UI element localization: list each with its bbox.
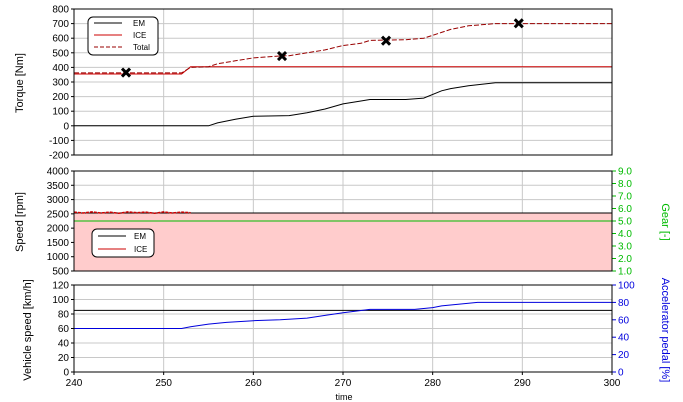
speed-series bbox=[73, 211, 612, 222]
speed-legend: EM ICE bbox=[91, 228, 155, 258]
pedal-axis-label: Accelerator pedal [%] bbox=[659, 278, 671, 383]
y2-tick-label: 40 bbox=[618, 333, 630, 344]
x-tick-label: 260 bbox=[245, 378, 262, 389]
y-tick-label: 1500 bbox=[47, 238, 70, 249]
vehicle-speed-y-ticks: 0 20 40 60 80 100 120 bbox=[52, 281, 74, 379]
y-tick-label: 200 bbox=[52, 92, 69, 103]
gear-y-ticks: 1.0 2.03.0 4.05.0 6.07.0 8.09.0 bbox=[611, 167, 632, 278]
vehicle-series bbox=[74, 301, 612, 329]
y2-tick-label: 2.0 bbox=[618, 254, 632, 265]
y-tick-label: 500 bbox=[52, 48, 69, 59]
torque-axis-label: Torque [Nm] bbox=[14, 53, 26, 113]
y-tick-label: 40 bbox=[58, 339, 70, 350]
y-tick-label: 800 bbox=[52, 5, 69, 16]
y-tick-label: 4000 bbox=[47, 167, 70, 178]
x-tick-label: 250 bbox=[155, 378, 172, 389]
y2-tick-label: 1.0 bbox=[618, 267, 632, 278]
y-tick-label: 600 bbox=[52, 34, 69, 45]
time-axis-label: time bbox=[335, 392, 352, 402]
y-tick-label: 20 bbox=[58, 353, 70, 364]
speed-y-ticks: 500 1000 1500 2000 2500 3000 3500 4000 bbox=[47, 167, 74, 278]
y-tick-label: 100 bbox=[52, 107, 69, 118]
y2-tick-label: 6.0 bbox=[618, 204, 632, 215]
y2-tick-label: 100 bbox=[618, 281, 635, 292]
x-tick-label: 270 bbox=[335, 378, 352, 389]
y2-tick-label: 4.0 bbox=[618, 229, 632, 240]
y-tick-label: 2000 bbox=[47, 224, 70, 235]
torque-legend: EM ICE Total bbox=[87, 16, 159, 56]
legend2-em-label: EM bbox=[134, 232, 146, 241]
torque-plot-frame bbox=[73, 8, 613, 156]
gear-axis-label: Gear [-] bbox=[659, 203, 671, 240]
y2-tick-label: 0 bbox=[618, 368, 624, 379]
marker-x bbox=[380, 35, 392, 46]
marker-x bbox=[120, 67, 132, 78]
series-total-line bbox=[74, 23, 612, 74]
x-tick-label: 280 bbox=[424, 378, 441, 389]
pedal-y-ticks: 0 20 40 60 80 100 bbox=[611, 281, 635, 379]
legend-em-label: EM bbox=[133, 19, 145, 28]
y2-tick-label: 8.0 bbox=[618, 179, 632, 190]
y-tick-label: 3500 bbox=[47, 181, 70, 192]
y-tick-label: 100 bbox=[52, 295, 69, 306]
y2-tick-label: 3.0 bbox=[618, 242, 632, 253]
torque-legend-box bbox=[87, 16, 159, 56]
y-tick-label: 700 bbox=[52, 19, 69, 30]
y-tick-label: -200 bbox=[49, 151, 69, 162]
y-tick-label: 80 bbox=[58, 310, 70, 321]
y-tick-label: 120 bbox=[52, 281, 69, 292]
y-tick-label: 500 bbox=[52, 267, 69, 278]
series-ice-speed-line bbox=[73, 211, 191, 215]
y-tick-label: -100 bbox=[49, 136, 69, 147]
speed-plot-frame bbox=[73, 170, 613, 272]
y-tick-label: 2500 bbox=[47, 209, 70, 220]
y-tick-label: 1000 bbox=[47, 252, 70, 263]
x-tick-label: 290 bbox=[514, 378, 531, 389]
y-tick-label: 3000 bbox=[47, 195, 70, 206]
time-x-ticks: 240 250 260 270 280 290 300 bbox=[66, 372, 621, 389]
y-tick-label: 300 bbox=[52, 78, 69, 89]
y2-tick-label: 20 bbox=[618, 350, 630, 361]
vehicle-plot-frame bbox=[73, 284, 613, 373]
y-tick-label: 400 bbox=[52, 63, 69, 74]
y2-tick-label: 80 bbox=[618, 298, 630, 309]
y2-tick-label: 7.0 bbox=[618, 192, 632, 203]
series-em-line bbox=[74, 82, 612, 127]
x-tick-label: 240 bbox=[66, 378, 83, 389]
x-tick-label: 300 bbox=[604, 378, 621, 389]
y2-tick-label: 5.0 bbox=[618, 217, 632, 228]
speed-axis-label: Speed [rpm] bbox=[14, 192, 26, 252]
y-tick-label: 0 bbox=[63, 368, 69, 379]
y2-tick-label: 9.0 bbox=[618, 167, 632, 178]
legend-ice-label: ICE bbox=[133, 31, 146, 40]
speed-region-fill bbox=[74, 213, 612, 271]
torque-series bbox=[74, 18, 612, 127]
y-tick-label: 60 bbox=[58, 324, 70, 335]
legend-total-label: Total bbox=[133, 43, 150, 52]
vehicle-speed-axis-label: Vehicle speed [km/h] bbox=[22, 279, 34, 381]
y-tick-label: 0 bbox=[63, 121, 69, 132]
y2-tick-label: 60 bbox=[618, 315, 630, 326]
legend2-ice-label: ICE bbox=[134, 245, 147, 254]
marker-x bbox=[513, 18, 524, 29]
marker-x bbox=[276, 50, 288, 62]
torque-y-ticks: -200 -100 0 100 200 300 400 500 600 700 800 bbox=[49, 5, 74, 162]
series-pedal-line bbox=[74, 301, 612, 329]
